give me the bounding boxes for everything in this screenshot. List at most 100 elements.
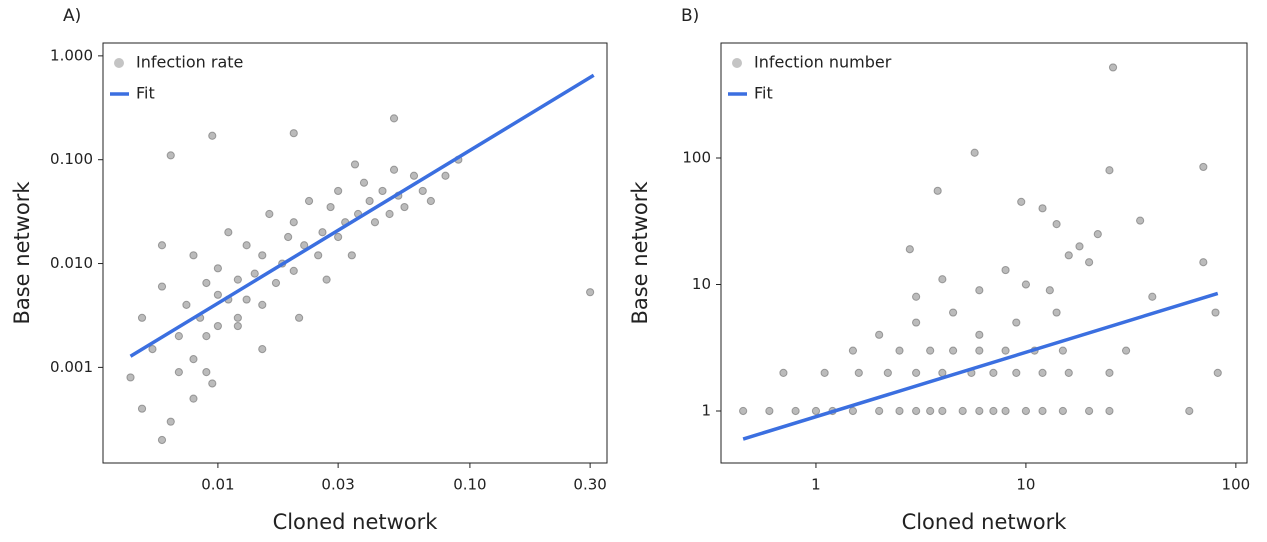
data-point <box>1093 230 1102 239</box>
data-point <box>157 241 167 250</box>
data-point <box>258 251 267 260</box>
data-point <box>938 406 947 416</box>
data-point <box>875 330 884 339</box>
data-point <box>233 313 242 322</box>
data-point <box>1038 368 1047 378</box>
data-point <box>1213 368 1222 378</box>
data-point <box>378 186 387 196</box>
data-point <box>912 368 921 378</box>
data-point <box>765 406 774 416</box>
x-tick-label: 0.01 <box>201 476 234 494</box>
data-point <box>157 282 167 291</box>
data-point <box>938 275 947 284</box>
data-point <box>1058 406 1067 416</box>
x-tick-label: 100 <box>1222 476 1251 494</box>
data-point <box>174 332 183 341</box>
legend-label: Infection number <box>754 53 892 72</box>
data-point <box>157 435 167 445</box>
data-point <box>895 406 904 416</box>
data-point <box>905 245 914 254</box>
data-point <box>213 264 222 273</box>
data-point <box>400 202 409 212</box>
data-point <box>975 406 984 416</box>
data-point <box>202 332 211 341</box>
panel-label: A) <box>63 6 81 26</box>
data-point <box>970 148 979 157</box>
data-point <box>385 209 394 219</box>
data-point <box>1017 197 1026 206</box>
data-point <box>854 368 863 378</box>
data-point <box>1058 346 1067 355</box>
data-point <box>739 406 748 416</box>
data-point <box>1075 242 1084 251</box>
data-point <box>875 406 884 416</box>
data-point <box>334 186 343 196</box>
plot-frame <box>720 42 1248 464</box>
data-point <box>1064 251 1073 260</box>
y-tick-label: 1.000 <box>50 46 93 64</box>
data-point <box>347 251 356 260</box>
data-point <box>250 269 259 278</box>
data-point <box>791 406 800 416</box>
data-point <box>1136 216 1145 225</box>
x-tick-label: 0.30 <box>573 476 606 494</box>
data-point <box>189 394 198 403</box>
data-point <box>1085 258 1094 267</box>
data-point <box>271 278 281 288</box>
data-point <box>326 202 335 212</box>
data-point <box>258 344 267 354</box>
data-point <box>1211 308 1220 317</box>
x-tick-label: 0.10 <box>453 476 486 494</box>
data-point <box>208 131 217 140</box>
data-point <box>213 321 222 331</box>
data-point <box>242 241 251 250</box>
data-point <box>202 368 211 377</box>
data-point <box>289 218 298 227</box>
data-point <box>370 218 380 227</box>
data-point <box>1052 308 1061 317</box>
data-point <box>933 186 942 195</box>
data-point <box>912 292 921 301</box>
data-point <box>779 368 788 378</box>
data-point <box>848 346 858 355</box>
data-point <box>426 196 435 206</box>
data-point <box>126 373 135 382</box>
data-point <box>926 406 935 416</box>
data-point <box>926 346 935 355</box>
data-point <box>441 171 450 180</box>
data-point <box>389 165 399 174</box>
data-point <box>1038 204 1047 213</box>
data-point <box>1105 368 1114 378</box>
y-tick-label: 0.010 <box>50 254 93 272</box>
data-point <box>948 308 958 317</box>
data-point <box>912 318 921 327</box>
data-point <box>895 346 904 355</box>
data-point <box>350 160 360 169</box>
y-axis-title: Base network <box>10 181 34 325</box>
data-point <box>1001 346 1010 355</box>
data-point <box>314 251 323 260</box>
data-point <box>1108 63 1118 72</box>
data-point <box>304 196 314 206</box>
data-point <box>166 417 175 426</box>
data-point <box>182 300 191 309</box>
y-tick-label: 0.100 <box>50 150 93 168</box>
data-point <box>848 406 858 416</box>
data-point <box>1001 265 1010 275</box>
data-point <box>233 275 242 284</box>
data-point <box>242 295 251 304</box>
data-point <box>811 406 821 416</box>
data-point <box>189 355 198 364</box>
data-point <box>1105 166 1114 175</box>
x-tick-label: 1 <box>811 476 821 494</box>
data-point <box>1012 368 1021 378</box>
data-point <box>284 232 293 242</box>
data-point <box>365 196 374 206</box>
legend-label: Fit <box>136 84 155 103</box>
legend-marker <box>114 58 124 68</box>
data-point <box>1052 220 1061 229</box>
data-point <box>1199 162 1208 172</box>
y-tick-label: 1 <box>701 401 711 419</box>
data-point <box>1105 406 1114 416</box>
